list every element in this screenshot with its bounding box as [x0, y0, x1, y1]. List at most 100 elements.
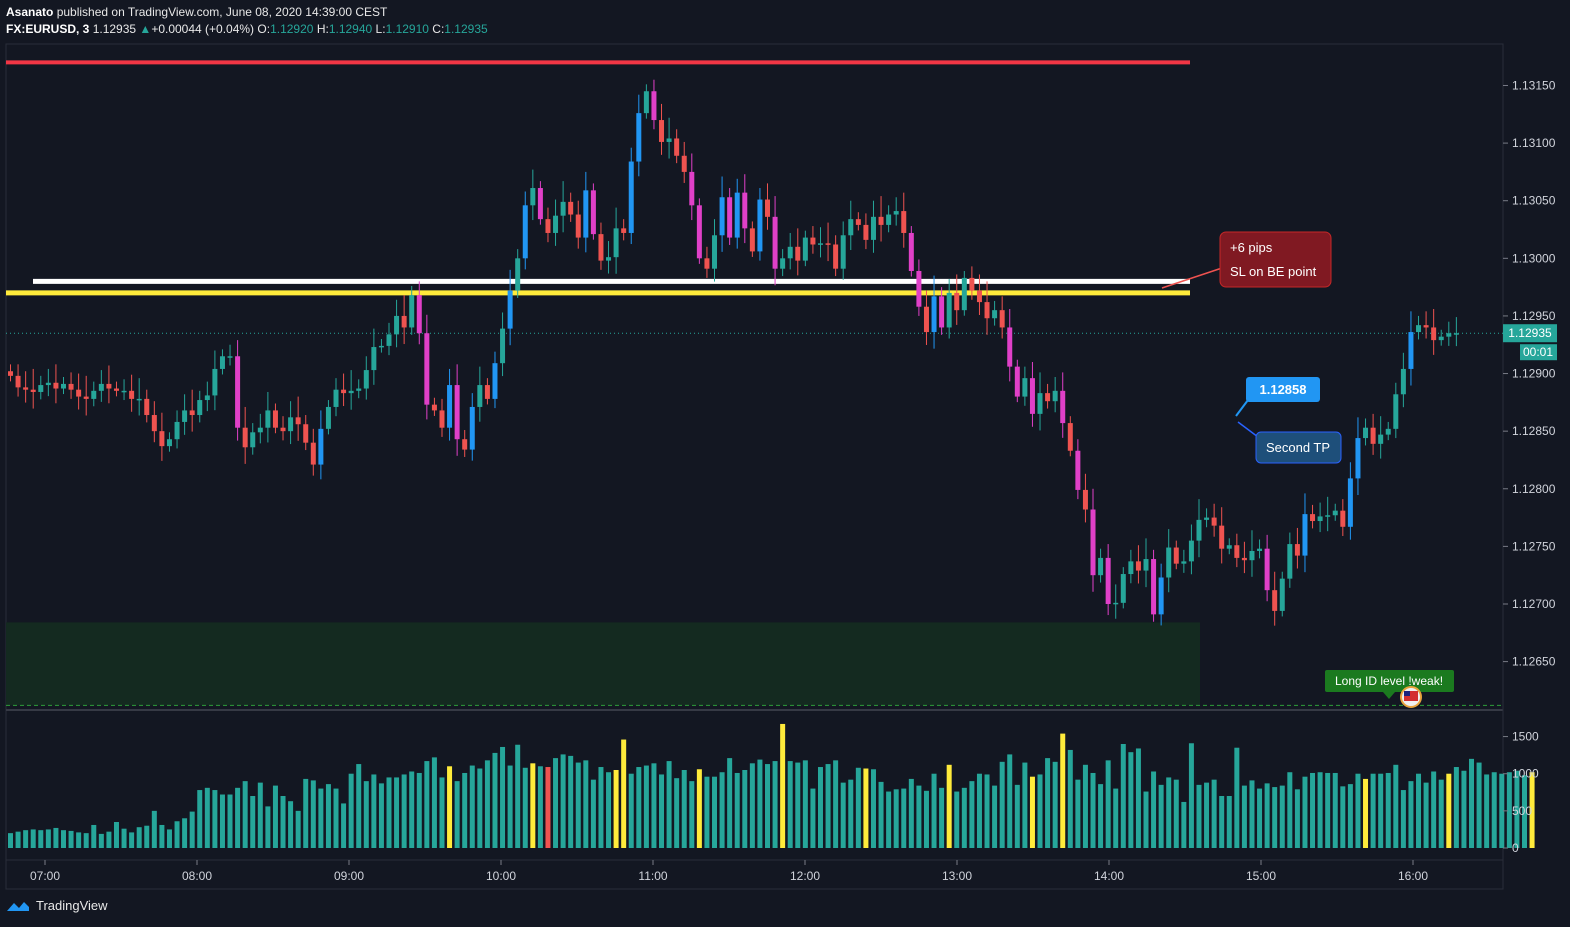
- volume-bar[interactable]: [530, 763, 536, 848]
- candle-body[interactable]: [901, 211, 907, 233]
- volume-bar[interactable]: [1438, 779, 1444, 848]
- volume-bar[interactable]: [318, 788, 324, 848]
- volume-bar[interactable]: [1060, 733, 1066, 848]
- volume-bar[interactable]: [734, 772, 740, 848]
- candle-body[interactable]: [23, 387, 29, 390]
- candle-body[interactable]: [961, 277, 967, 311]
- candle-body[interactable]: [666, 138, 672, 142]
- volume-bar[interactable]: [53, 827, 59, 848]
- candle-body[interactable]: [1408, 332, 1414, 369]
- candle-body[interactable]: [272, 410, 278, 428]
- candle-body[interactable]: [1067, 423, 1073, 451]
- volume-bar[interactable]: [583, 760, 589, 848]
- candle-body[interactable]: [742, 192, 748, 229]
- candle-body[interactable]: [802, 237, 808, 261]
- candle-body[interactable]: [197, 400, 203, 416]
- volume-bar[interactable]: [8, 833, 13, 848]
- sl-be-callout[interactable]: [1219, 231, 1332, 288]
- candle-body[interactable]: [1370, 427, 1376, 444]
- volume-bar[interactable]: [1143, 791, 1149, 848]
- candle-body[interactable]: [545, 219, 551, 233]
- volume-bar[interactable]: [38, 830, 44, 848]
- volume-bar[interactable]: [341, 803, 347, 848]
- volume-bar[interactable]: [45, 829, 51, 848]
- candle-body[interactable]: [681, 155, 687, 172]
- candle-body[interactable]: [1264, 548, 1270, 591]
- volume-bar[interactable]: [1249, 780, 1255, 848]
- candle-body[interactable]: [1294, 544, 1300, 556]
- volume-bar[interactable]: [1181, 801, 1187, 848]
- candle-body[interactable]: [696, 205, 702, 259]
- volume-bar[interactable]: [1037, 774, 1043, 848]
- volume-bar[interactable]: [923, 790, 929, 848]
- volume-bar[interactable]: [227, 794, 233, 848]
- volume-bar[interactable]: [931, 773, 937, 848]
- volume-bar[interactable]: [795, 762, 801, 848]
- candle-body[interactable]: [174, 421, 180, 440]
- candle-body[interactable]: [1082, 489, 1088, 510]
- candle-body[interactable]: [976, 290, 982, 303]
- candle-body[interactable]: [507, 290, 513, 329]
- volume-bar[interactable]: [696, 769, 702, 848]
- candle-body[interactable]: [53, 382, 59, 389]
- volume-bar[interactable]: [870, 769, 876, 848]
- volume-bar[interactable]: [507, 765, 513, 848]
- volume-bar[interactable]: [992, 785, 998, 848]
- volume-bar[interactable]: [1098, 784, 1104, 848]
- volume-bar[interactable]: [863, 768, 869, 848]
- volume-bar[interactable]: [643, 765, 649, 848]
- candle-body[interactable]: [537, 188, 543, 220]
- volume-bar[interactable]: [409, 771, 415, 848]
- candle-body[interactable]: [189, 410, 195, 416]
- volume-bar[interactable]: [121, 828, 127, 848]
- volume-bar[interactable]: [1363, 778, 1369, 848]
- volume-bar[interactable]: [901, 788, 907, 848]
- candle-body[interactable]: [76, 389, 82, 397]
- price-axis[interactable]: 1.13150 1.13100 1.13050 1.13000 1.12950 1.129…: [1503, 78, 1556, 669]
- volume-bar[interactable]: [136, 827, 142, 848]
- volume-bar[interactable]: [363, 781, 369, 848]
- candle-body[interactable]: [727, 197, 733, 238]
- candle-body[interactable]: [129, 390, 135, 399]
- volume-bar[interactable]: [1226, 796, 1232, 848]
- volume-bar[interactable]: [454, 781, 460, 848]
- candle-body[interactable]: [68, 383, 74, 390]
- volume-bar[interactable]: [545, 767, 551, 848]
- volume-bar[interactable]: [431, 757, 437, 848]
- candle-body[interactable]: [98, 383, 104, 391]
- candle-body[interactable]: [219, 356, 225, 369]
- volume-bar[interactable]: [1075, 779, 1081, 848]
- volume-bar[interactable]: [1332, 772, 1338, 848]
- candle-body[interactable]: [598, 234, 604, 261]
- candle-body[interactable]: [204, 395, 210, 401]
- volume-bar[interactable]: [23, 830, 29, 848]
- volume-bar[interactable]: [1241, 785, 1247, 848]
- volume-bar[interactable]: [1045, 758, 1051, 848]
- volume-bar[interactable]: [999, 761, 1005, 848]
- volume-bar[interactable]: [886, 791, 892, 848]
- volume-bar[interactable]: [749, 763, 755, 848]
- candle-body[interactable]: [515, 258, 521, 291]
- volume-bar[interactable]: [60, 830, 66, 848]
- volume-bar[interactable]: [500, 746, 506, 848]
- time-axis[interactable]: 07:00 08:00 09:00 10:00 11:00 12:00 13:00 14:00…: [30, 860, 1428, 883]
- candle-body[interactable]: [810, 237, 816, 245]
- candle-body[interactable]: [765, 199, 770, 217]
- candle-body[interactable]: [1234, 545, 1240, 558]
- candle-body[interactable]: [1151, 559, 1157, 615]
- candle-body[interactable]: [462, 439, 468, 450]
- volume-bar[interactable]: [447, 766, 453, 848]
- candle-body[interactable]: [704, 258, 710, 269]
- candle-body[interactable]: [689, 171, 695, 206]
- candle-body[interactable]: [575, 214, 581, 238]
- candle-body[interactable]: [363, 370, 369, 389]
- candle-body[interactable]: [469, 406, 475, 450]
- volume-bar[interactable]: [878, 781, 884, 848]
- volume-bar[interactable]: [719, 772, 725, 848]
- volume-bar[interactable]: [568, 755, 574, 848]
- candle-body[interactable]: [492, 363, 498, 399]
- candle-body[interactable]: [893, 211, 899, 215]
- volume-bar[interactable]: [817, 767, 823, 848]
- candle-body[interactable]: [310, 442, 316, 465]
